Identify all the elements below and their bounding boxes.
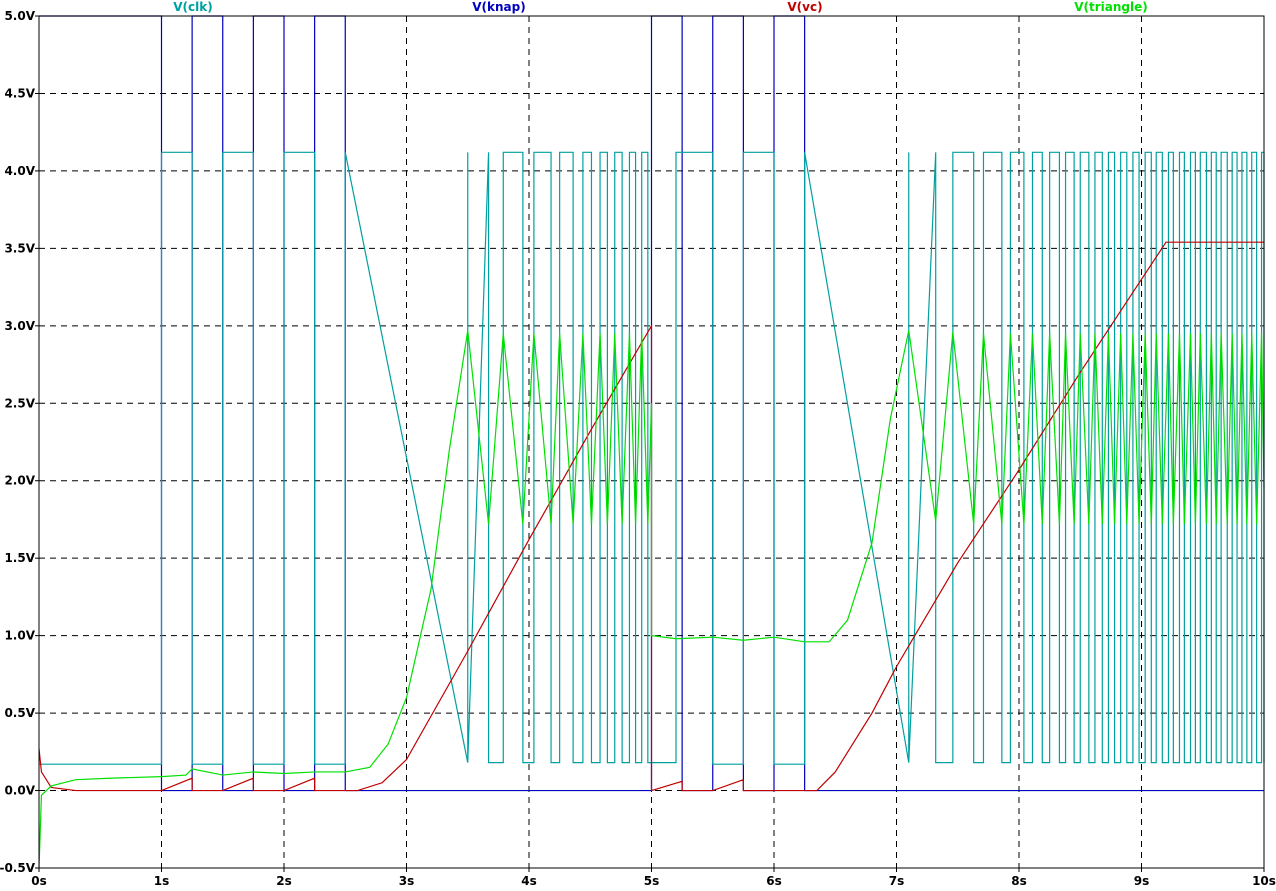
series-line-vvc: [38, 241, 1264, 792]
series-line-vclk: [39, 151, 1265, 765]
traces: [38, 15, 1265, 869]
y-tick-label: 3.5V: [4, 241, 35, 255]
y-tick-label: 5.0V: [4, 9, 35, 23]
y-tick-label: 1.5V: [4, 551, 35, 565]
y-tick-label: -0.5V: [0, 861, 36, 875]
x-tick-label: 5s: [644, 874, 660, 888]
x-tick-label: 1s: [154, 874, 170, 888]
legend-label-vknap[interactable]: V(knap): [472, 0, 525, 14]
legend-label-vvc[interactable]: V(vc): [787, 0, 822, 14]
y-axis-ticks: 5.0V 4.5V 4.0V 3.5V 3.0V 2.5V 2.0V 1.5V 1.0V 0.5V…: [0, 9, 39, 875]
x-tick-label: 10s: [1252, 874, 1276, 888]
x-axis-ticks: 0s 1s 2s 3s 4s 5s 6s 7s 8s 9s 10s: [31, 868, 1276, 888]
y-tick-label: 1.0V: [4, 629, 35, 643]
x-tick-label: 4s: [521, 874, 537, 888]
x-tick-label: 3s: [399, 874, 415, 888]
legend[interactable]: V(clk) V(knap) V(vc) V(triangle): [173, 0, 1147, 14]
y-tick-label: 0.5V: [4, 706, 35, 720]
x-tick-label: 9s: [1134, 874, 1150, 888]
y-tick-label: 3.0V: [4, 319, 35, 333]
x-tick-label: 2s: [276, 874, 292, 888]
y-tick-label: 4.5V: [4, 86, 35, 100]
legend-label-vclk[interactable]: V(clk): [173, 0, 212, 14]
x-tick-label: 7s: [889, 874, 905, 888]
y-tick-label: 4.0V: [4, 164, 35, 178]
y-tick-label: 0.0V: [4, 784, 35, 798]
legend-label-vtriangle[interactable]: V(triangle): [1074, 0, 1148, 14]
y-tick-label: 2.0V: [4, 474, 35, 488]
y-tick-label: 2.5V: [4, 396, 35, 410]
series-line-vtriangle: [38, 330, 1265, 869]
x-tick-label: 6s: [766, 874, 782, 888]
x-tick-label: 8s: [1011, 874, 1027, 888]
x-tick-label: 0s: [31, 874, 47, 888]
